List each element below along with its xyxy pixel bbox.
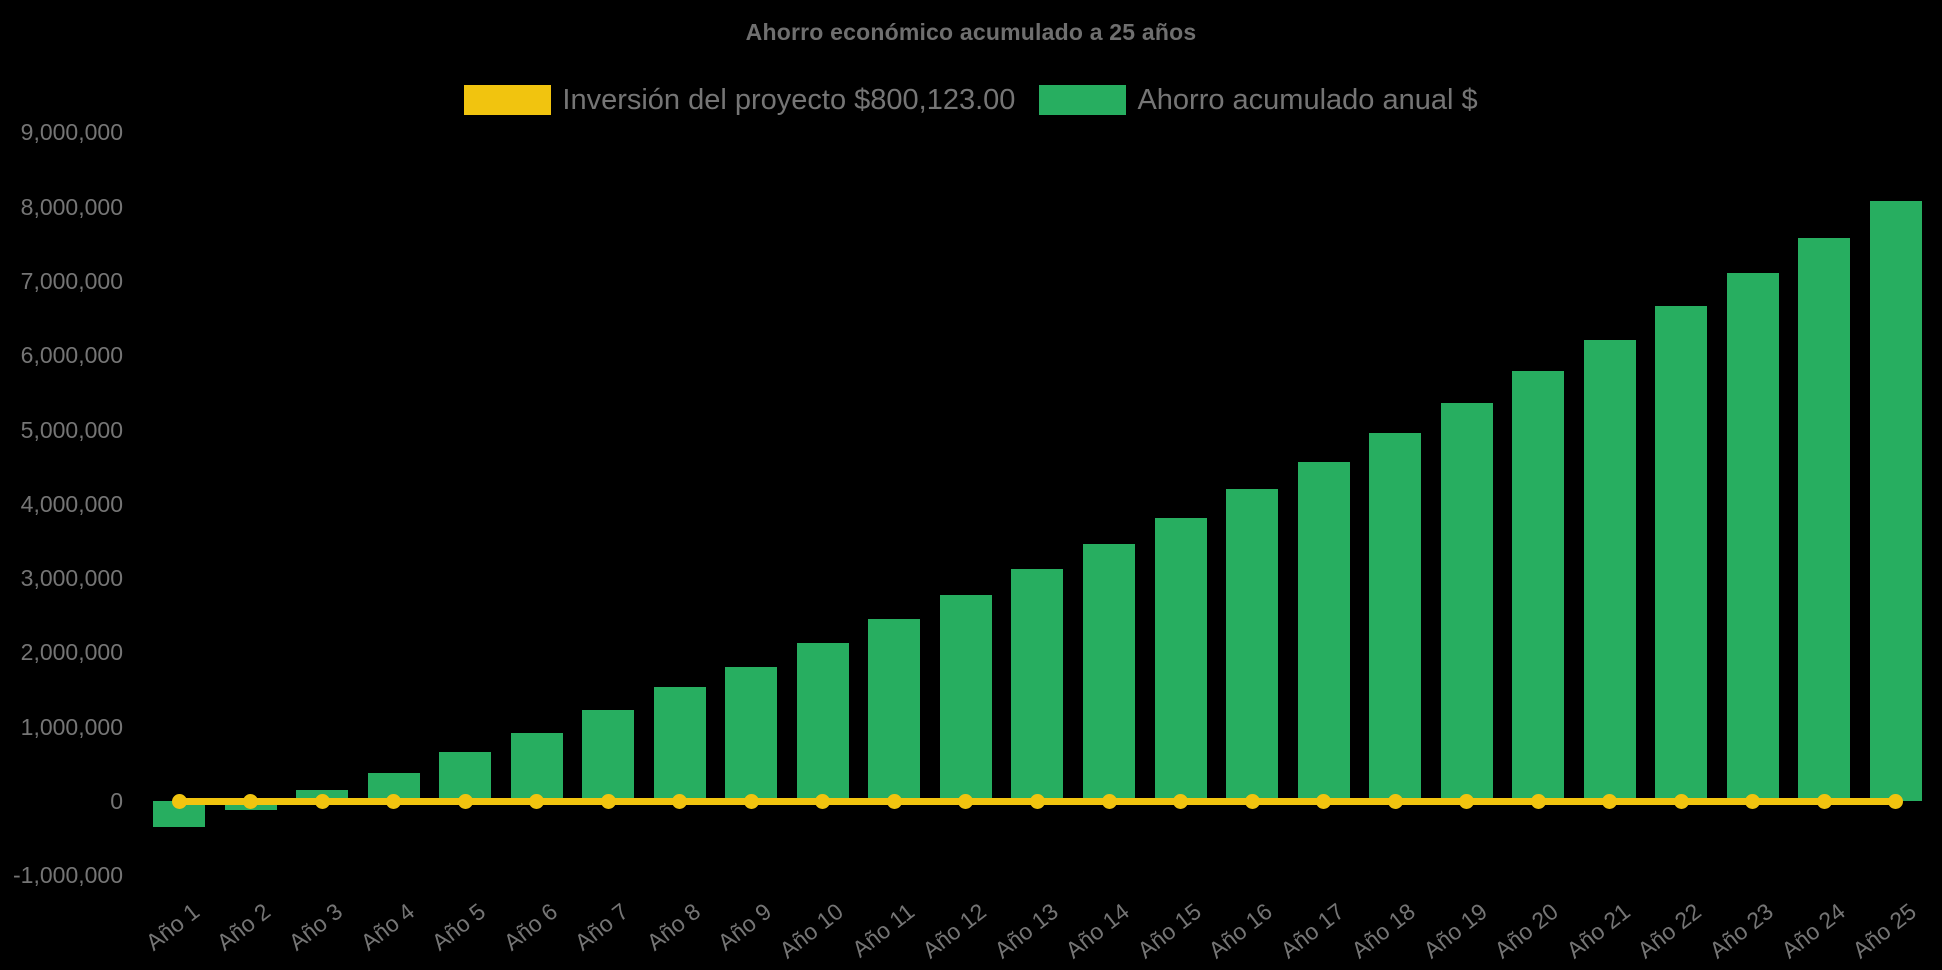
legend-item-investment[interactable]: Inversión del proyecto $800,123.00 bbox=[464, 84, 1015, 117]
x-axis-label: Año 13 bbox=[989, 898, 1063, 964]
bar[interactable] bbox=[1083, 543, 1136, 801]
line-point[interactable] bbox=[1029, 793, 1045, 809]
line-point[interactable] bbox=[1530, 793, 1546, 809]
x-axis-label: Año 9 bbox=[712, 898, 777, 956]
bar[interactable] bbox=[1869, 201, 1922, 801]
bar[interactable] bbox=[1655, 306, 1708, 801]
line-point[interactable] bbox=[1387, 793, 1403, 809]
line-point[interactable] bbox=[958, 793, 974, 809]
line-point[interactable] bbox=[1673, 793, 1689, 809]
y-axis-label: 9,000,000 bbox=[20, 119, 123, 146]
line-point[interactable] bbox=[743, 793, 759, 809]
x-axis-label: Año 21 bbox=[1561, 898, 1635, 964]
bar[interactable] bbox=[939, 595, 992, 801]
line-point[interactable] bbox=[1459, 793, 1475, 809]
line-point[interactable] bbox=[886, 793, 902, 809]
bar[interactable] bbox=[796, 642, 849, 801]
x-axis-label: Año 3 bbox=[283, 898, 348, 956]
x-axis-label: Año 14 bbox=[1060, 898, 1135, 964]
line-point[interactable] bbox=[600, 793, 616, 809]
bar[interactable] bbox=[1798, 237, 1851, 801]
line-point[interactable] bbox=[529, 793, 545, 809]
x-axis-label: Año 22 bbox=[1632, 898, 1707, 964]
bar[interactable] bbox=[1440, 402, 1493, 801]
legend-label-investment: Inversión del proyecto $800,123.00 bbox=[562, 83, 1016, 116]
x-axis-label: Año 5 bbox=[426, 898, 491, 956]
x-axis-label: Año 2 bbox=[212, 898, 276, 956]
x-axis-label: Año 18 bbox=[1346, 898, 1421, 964]
x-axis-label: Año 8 bbox=[641, 898, 705, 956]
line-point[interactable] bbox=[1888, 793, 1904, 809]
y-axis-label: 8,000,000 bbox=[20, 193, 123, 220]
x-axis-label: Año 17 bbox=[1275, 898, 1349, 964]
line-point[interactable] bbox=[171, 793, 187, 809]
line-point[interactable] bbox=[1816, 793, 1832, 809]
bar[interactable] bbox=[1226, 488, 1279, 801]
y-axis-label: -1,000,000 bbox=[13, 862, 123, 889]
legend-swatch-savings-icon bbox=[1039, 85, 1127, 115]
line-point[interactable] bbox=[457, 793, 473, 809]
x-axis-label: Año 4 bbox=[355, 898, 419, 956]
legend-item-savings[interactable]: Ahorro acumulado anual $ bbox=[1039, 83, 1478, 117]
x-axis-label: Año 23 bbox=[1704, 898, 1778, 964]
y-axis-label: 5,000,000 bbox=[20, 416, 123, 443]
x-axis-label: Año 6 bbox=[498, 898, 562, 956]
bar[interactable] bbox=[582, 710, 635, 801]
line-point[interactable] bbox=[314, 793, 330, 809]
bar[interactable] bbox=[439, 751, 492, 801]
bar[interactable] bbox=[1297, 462, 1350, 801]
y-axis-label: 2,000,000 bbox=[20, 639, 123, 666]
bar[interactable] bbox=[1011, 569, 1064, 801]
line-point[interactable] bbox=[672, 793, 688, 809]
bar[interactable] bbox=[1154, 517, 1207, 801]
x-axis-label: Año 15 bbox=[1132, 898, 1206, 964]
bar[interactable] bbox=[725, 666, 778, 801]
line-point[interactable] bbox=[1244, 793, 1260, 809]
y-axis-label: 6,000,000 bbox=[20, 342, 123, 369]
legend: Inversión del proyecto $800,123.00 Ahorr… bbox=[0, 84, 1942, 116]
x-axis-label: Año 12 bbox=[917, 898, 991, 964]
bar[interactable] bbox=[510, 732, 563, 801]
y-axis-label: 1,000,000 bbox=[20, 713, 123, 740]
line-point[interactable] bbox=[1745, 793, 1761, 809]
legend-swatch-investment-icon bbox=[464, 85, 552, 115]
legend-label-savings: Ahorro acumulado anual $ bbox=[1137, 83, 1478, 116]
line-point[interactable] bbox=[815, 793, 831, 809]
line-point[interactable] bbox=[386, 793, 402, 809]
y-axis-label: 7,000,000 bbox=[20, 267, 123, 294]
x-axis-label: Año 24 bbox=[1775, 898, 1850, 964]
bar[interactable] bbox=[1726, 273, 1779, 801]
x-axis-label: Año 20 bbox=[1489, 898, 1564, 964]
line-point[interactable] bbox=[1101, 793, 1117, 809]
x-axis-label: Año 11 bbox=[847, 898, 920, 963]
bar[interactable] bbox=[1369, 433, 1422, 801]
bar[interactable] bbox=[868, 618, 921, 801]
x-axis-label: Año 16 bbox=[1203, 898, 1278, 964]
x-axis-label: Año 10 bbox=[774, 898, 848, 964]
x-axis-label: Año 1 bbox=[140, 898, 205, 956]
x-axis-label: Año 19 bbox=[1418, 898, 1492, 964]
line-point[interactable] bbox=[243, 793, 259, 809]
y-axis-label: 4,000,000 bbox=[20, 490, 123, 517]
bar[interactable] bbox=[1512, 370, 1565, 801]
x-axis-label: Año 7 bbox=[569, 898, 634, 956]
line-point[interactable] bbox=[1602, 793, 1618, 809]
x-axis-label: Año 25 bbox=[1847, 898, 1921, 964]
y-axis-label: 0 bbox=[110, 788, 123, 814]
line-point[interactable] bbox=[1316, 793, 1332, 809]
chart-title: Ahorro económico acumulado a 25 años bbox=[745, 19, 1197, 45]
bar[interactable] bbox=[653, 687, 706, 801]
y-axis-label: 3,000,000 bbox=[20, 565, 123, 592]
line-point[interactable] bbox=[1173, 793, 1189, 809]
bar[interactable] bbox=[1583, 339, 1636, 801]
